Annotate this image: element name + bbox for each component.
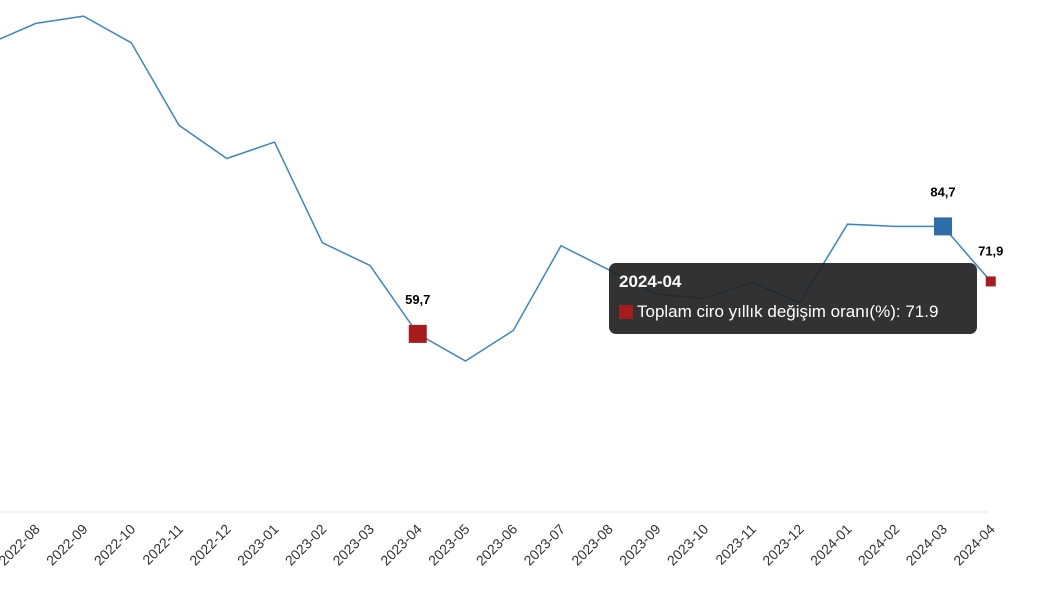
tooltip-title: 2024-04 xyxy=(619,272,682,291)
x-tick-label: 2023-03 xyxy=(329,521,377,569)
highlight-marker xyxy=(985,276,996,287)
chart-tooltip: 2024-04 Toplam ciro yıllık değişim oranı… xyxy=(609,263,977,334)
data-label: 84,7 xyxy=(930,184,955,199)
x-tick-label: 2022-09 xyxy=(43,521,91,569)
highlight-marker xyxy=(408,324,427,343)
x-tick-label: 2023-02 xyxy=(282,521,330,569)
data-labels: 59,7 84,7 71,9 xyxy=(405,184,1003,307)
x-tick-label: 2024-03 xyxy=(902,521,950,569)
x-tick-label: 2022-11 xyxy=(139,521,186,568)
tooltip-value: 71.9 xyxy=(905,302,939,321)
tooltip-series-swatch xyxy=(619,305,633,319)
x-tick-label: 2023-01 xyxy=(234,521,282,569)
x-tick-label: 2023-07 xyxy=(520,521,568,569)
x-tick-label: 2023-05 xyxy=(425,521,473,569)
data-label: 71,9 xyxy=(978,243,1003,258)
x-tick-label: 2022-10 xyxy=(91,521,139,569)
x-tick-label: 2024-02 xyxy=(855,521,903,569)
x-axis-tick-labels: 2022-08 2022-09 2022-10 2022-11 2022-12 2023-… xyxy=(0,521,998,569)
x-tick-label: 2023-04 xyxy=(377,521,425,569)
x-tick-label: 2022-08 xyxy=(0,521,43,569)
x-tick-label: 2023-11 xyxy=(712,521,759,568)
x-tick-label: 2023-06 xyxy=(473,521,521,569)
x-tick-label: 2023-08 xyxy=(568,521,616,569)
highlighted-points xyxy=(408,217,996,343)
x-tick-label: 2022-12 xyxy=(186,521,234,569)
x-tick-label: 2024-04 xyxy=(950,521,998,569)
tooltip-separator: : xyxy=(895,302,906,321)
tooltip-series-label: Toplam ciro yıllık değişim oranı(%) xyxy=(637,302,896,321)
data-label: 59,7 xyxy=(405,292,430,307)
x-tick-label: 2023-09 xyxy=(616,521,664,569)
x-tick-label: 2023-12 xyxy=(759,521,807,569)
x-tick-label: 2024-01 xyxy=(807,521,855,569)
tooltip-row: Toplam ciro yıllık değişim oranı(%) : 71… xyxy=(619,302,967,322)
x-tick-label: 2023-10 xyxy=(664,521,712,569)
highlight-marker xyxy=(934,217,952,236)
